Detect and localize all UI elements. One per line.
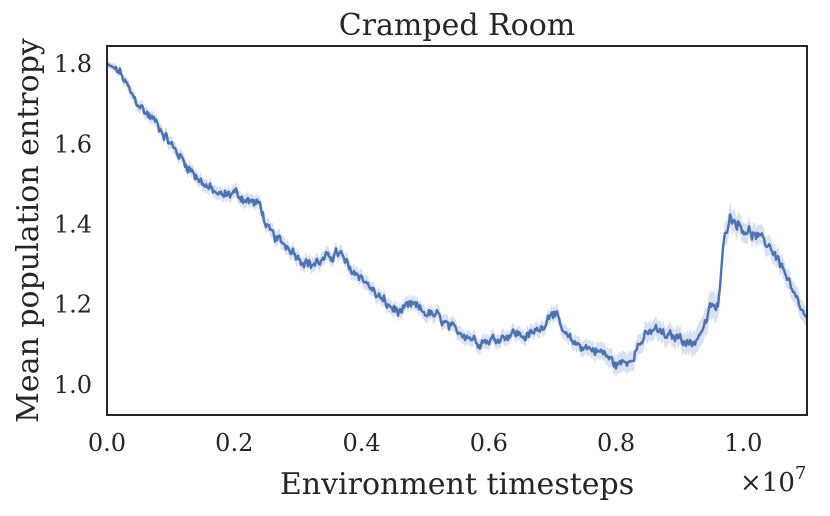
x-axis-ticks: 0.0 0.2 0.4 0.6 0.8 1.0 [88,429,763,457]
y-axis-label: Mean population entropy [11,38,46,423]
x-axis-multiplier-base: ×10 [740,468,795,498]
y-tick-label: 1.2 [54,291,92,319]
y-tick-label: 1.0 [54,371,92,399]
x-axis-label: Environment timesteps [280,467,634,502]
x-tick-label: 0.2 [215,429,253,457]
x-tick-label: 0.4 [342,429,380,457]
x-axis-multiplier-exponent: 7 [795,463,806,484]
x-tick-label: 0.0 [88,429,126,457]
x-tick-label: 0.8 [597,429,635,457]
y-tick-label: 1.4 [54,210,92,238]
chart-title: Cramped Room [339,8,575,43]
plot-frame [106,45,808,416]
x-tick-label: 1.0 [724,429,762,457]
y-tick-label: 1.8 [54,50,92,78]
series-line-layer [106,62,809,370]
x-axis-multiplier: ×107 [740,463,806,498]
y-tick-label: 1.6 [54,130,92,158]
x-tick-label: 0.6 [470,429,508,457]
series-0-line [106,62,809,370]
y-axis-ticks: 1.0 1.2 1.4 1.6 1.8 [54,50,92,399]
